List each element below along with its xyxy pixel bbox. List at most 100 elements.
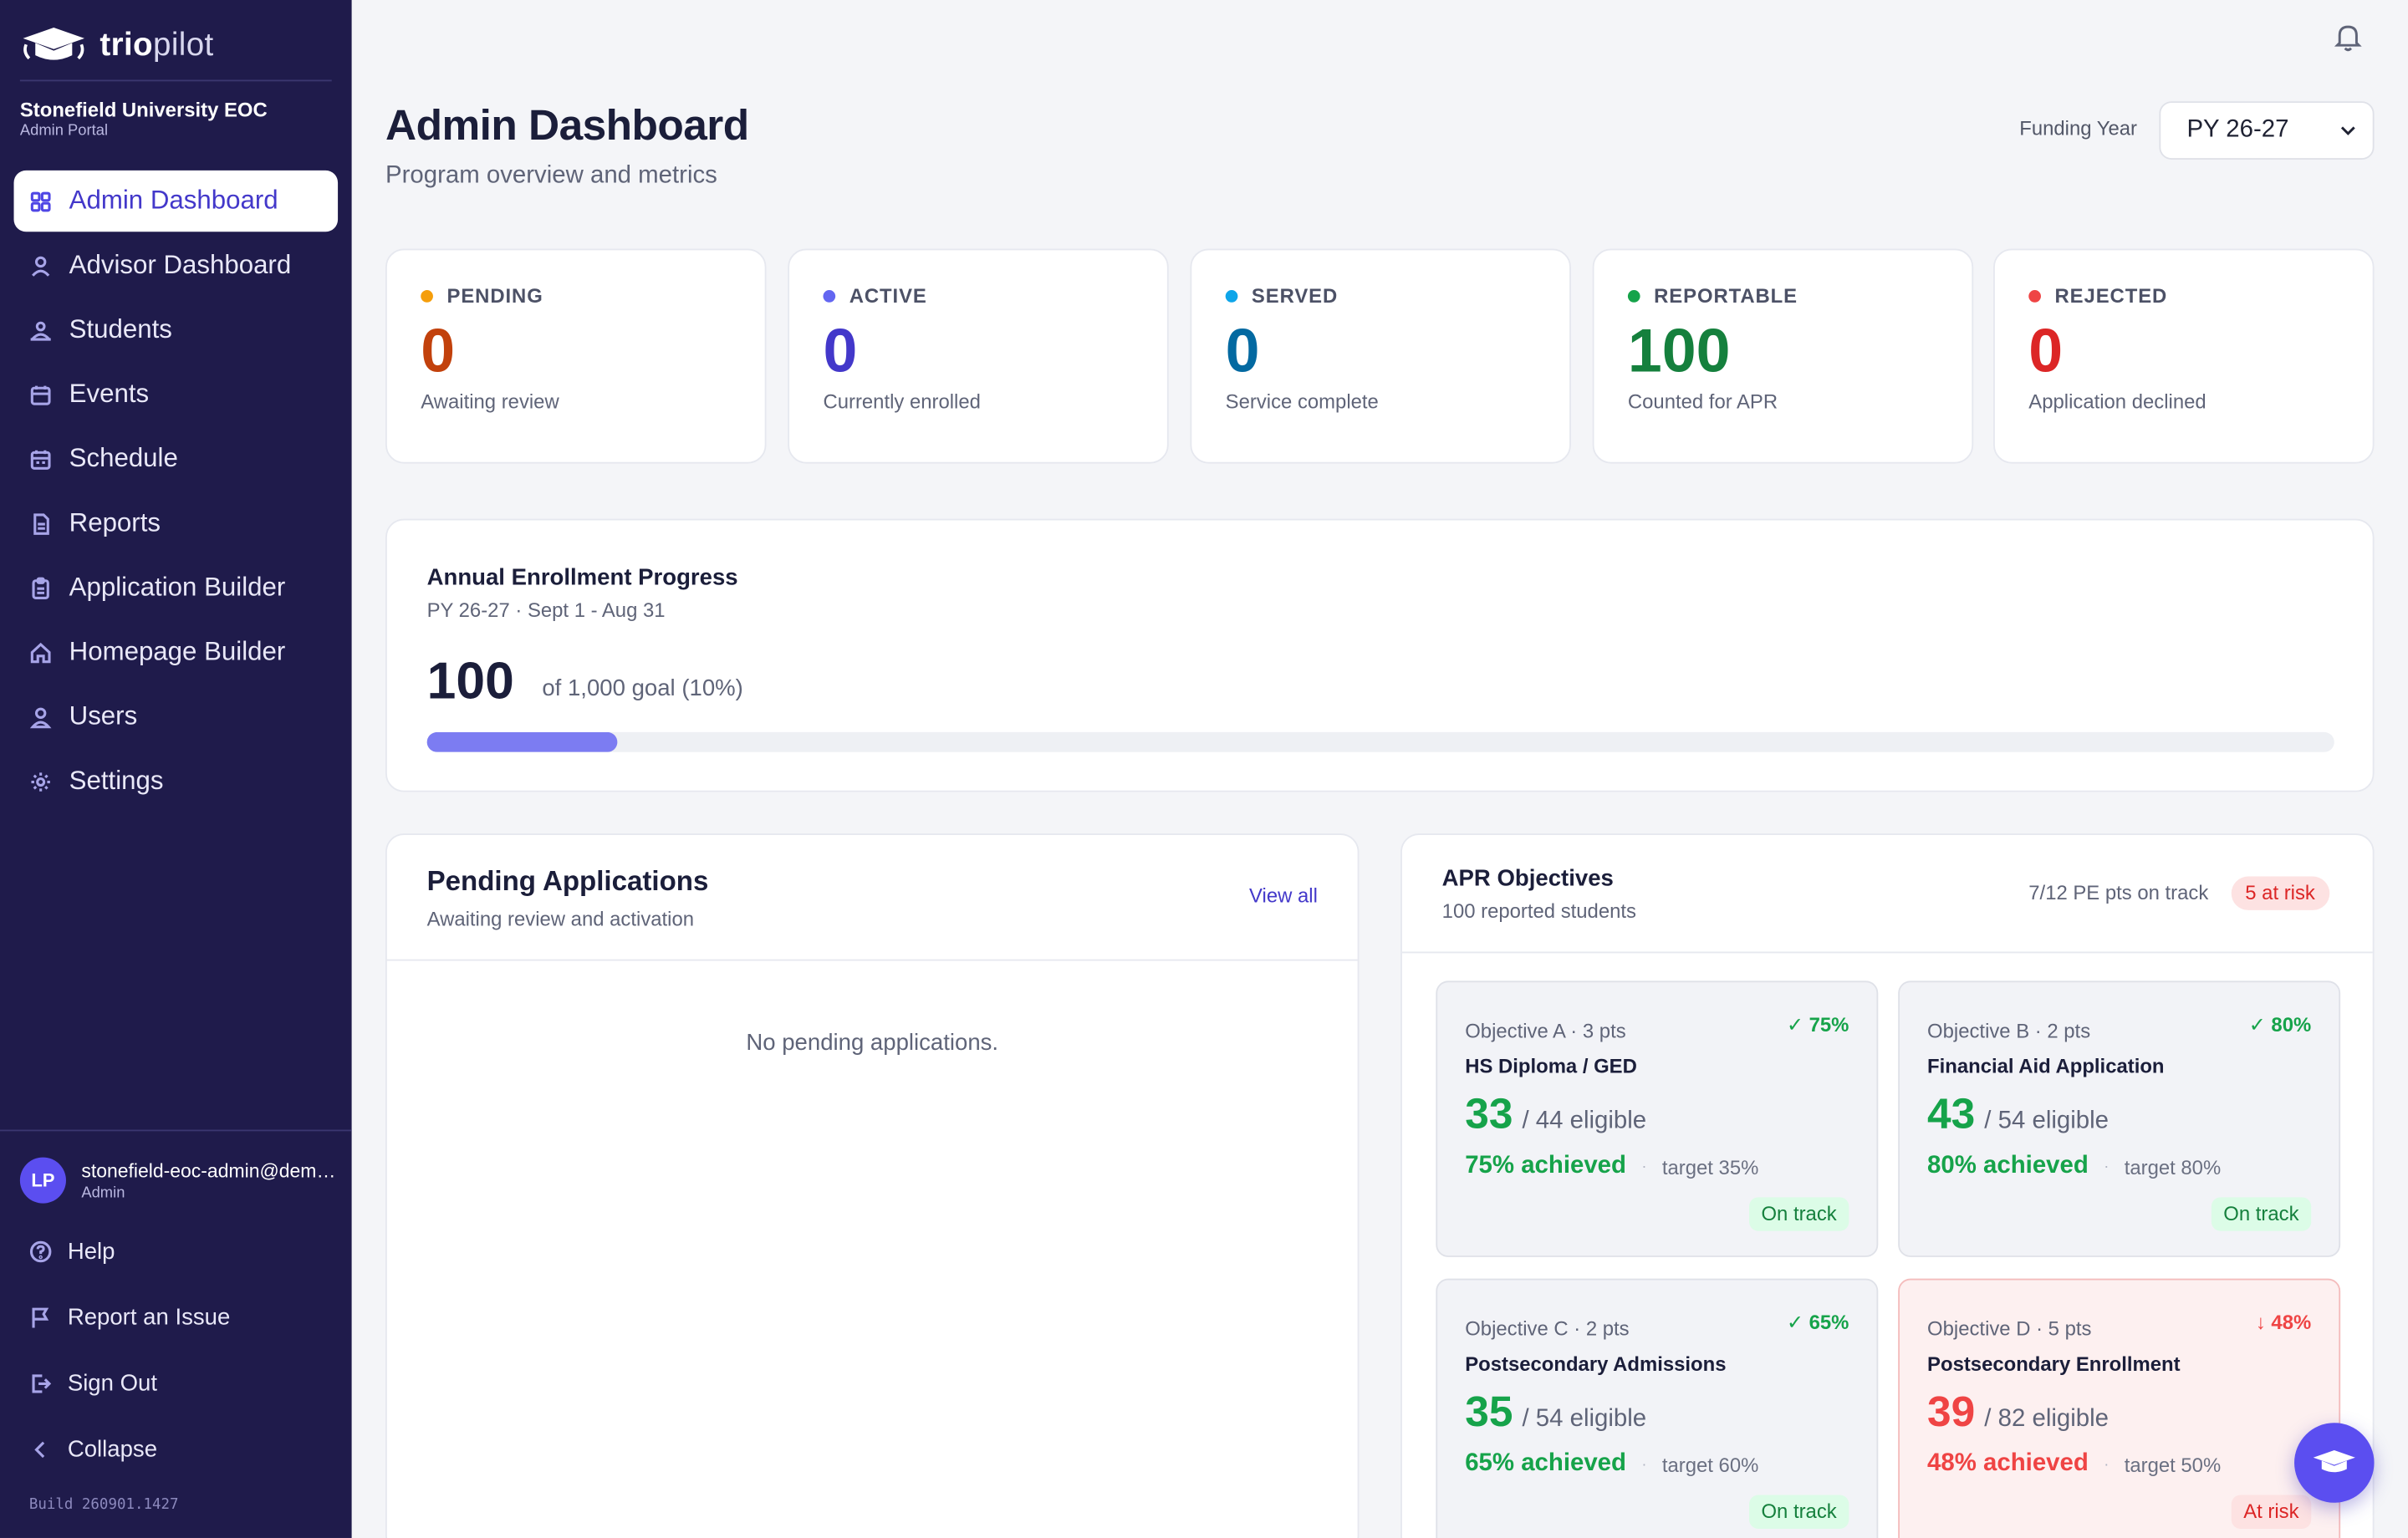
funding-year-value: PY 26-27 xyxy=(2186,116,2289,143)
stat-label: PENDING xyxy=(446,283,543,308)
sign-out-icon xyxy=(32,1374,52,1393)
grid-icon xyxy=(30,191,51,211)
assistant-fab-button[interactable] xyxy=(2294,1423,2375,1503)
empty-state: No pending applications. xyxy=(746,1030,999,1057)
card-subtitle: Awaiting review and activation xyxy=(426,907,695,930)
enrollment-progress-card: Annual Enrollment Progress PY 26-27 · Se… xyxy=(385,518,2375,792)
objective-card-b[interactable]: Objective B · 2 pts ✓ 80% Financial Aid … xyxy=(1898,980,2341,1257)
sign-out-label: Sign Out xyxy=(67,1370,158,1398)
help-link[interactable]: Help xyxy=(29,1239,115,1265)
collapse-button[interactable]: Collapse xyxy=(29,1437,157,1463)
objective-target: target 80% xyxy=(2124,1154,2222,1179)
objective-eligible: / 54 eligible xyxy=(1984,1108,2109,1135)
user-role: Admin xyxy=(81,1184,125,1201)
schedule-icon xyxy=(30,449,51,469)
at-risk-badge: 5 at risk xyxy=(2231,876,2329,910)
brand-name: triopilot xyxy=(99,28,214,64)
progress-bar xyxy=(426,731,2334,752)
stat-card-pending[interactable]: PENDING 0 Awaiting review xyxy=(385,248,767,464)
sidebar-item-advisor-dashboard[interactable]: Advisor Dashboard xyxy=(14,235,339,296)
users-icon xyxy=(29,706,52,728)
stat-description: Counted for APR xyxy=(1627,390,1778,413)
students-icon xyxy=(30,320,51,340)
objective-eligible: / 44 eligible xyxy=(1522,1108,1647,1135)
org-name: Stonefield University EOC xyxy=(19,98,268,122)
sidebar-item-label: Settings xyxy=(69,766,164,796)
chevron-left-icon xyxy=(34,1441,45,1459)
sidebar-item-application-builder[interactable]: Application Builder xyxy=(14,558,339,619)
objective-count: 39 xyxy=(1927,1388,1976,1435)
funding-year-select[interactable]: PY 26-27 xyxy=(2159,101,2375,160)
sidebar-item-schedule[interactable]: Schedule xyxy=(14,428,339,489)
graduation-cap-logo-icon xyxy=(23,28,85,60)
help-label: Help xyxy=(67,1238,115,1266)
sidebar-item-settings[interactable]: Settings xyxy=(14,751,339,812)
sign-out-link[interactable]: Sign Out xyxy=(29,1371,157,1397)
sidebar-item-label: Application Builder xyxy=(69,572,286,602)
stat-label: REJECTED xyxy=(2054,283,2168,308)
help-icon xyxy=(29,1240,52,1263)
card-title: Pending Applications xyxy=(426,865,709,897)
stat-card-active[interactable]: ACTIVE 0 Currently enrolled xyxy=(788,248,1169,464)
sidebar-item-label: Schedule xyxy=(69,443,178,473)
stat-value: 0 xyxy=(1225,318,1260,385)
objective-achieved: 75% achieved xyxy=(1465,1153,1626,1179)
status-badge: On track xyxy=(1748,1197,1849,1231)
objective-meta: Objective B · 2 pts xyxy=(1927,1019,2091,1042)
objective-card-a[interactable]: Objective A · 3 pts ✓ 75% HS Diploma / G… xyxy=(1436,980,1879,1257)
objective-achieved: 80% achieved xyxy=(1927,1153,2089,1179)
sidebar: triopilot Stonefield University EOC Admi… xyxy=(0,0,352,1538)
gear-icon xyxy=(31,772,50,791)
objective-card-c[interactable]: Objective C · 2 pts ✓ 65% Postsecondary … xyxy=(1436,1278,1879,1538)
sidebar-item-users[interactable]: Users xyxy=(14,686,339,747)
stat-value: 0 xyxy=(421,318,456,385)
separator-dot: · xyxy=(1641,1158,1647,1175)
divider xyxy=(0,1129,352,1132)
report-issue-link[interactable]: Report an Issue xyxy=(29,1305,230,1331)
stat-card-served[interactable]: SERVED 0 Service complete xyxy=(1190,248,1571,464)
chevron-down-icon xyxy=(2340,126,2355,135)
stat-value: 0 xyxy=(2028,318,2064,385)
objective-eligible: / 54 eligible xyxy=(1522,1406,1647,1433)
sidebar-item-admin-dashboard[interactable]: Admin Dashboard xyxy=(13,170,339,232)
objective-count: 33 xyxy=(1465,1089,1513,1138)
apr-objectives-card: APR Objectives 100 reported students 7/1… xyxy=(1400,833,2375,1538)
enrollment-goal: of 1,000 goal (10%) xyxy=(542,675,743,702)
sidebar-item-reports[interactable]: Reports xyxy=(14,492,339,553)
objective-name: Financial Aid Application xyxy=(1927,1054,2165,1078)
pending-applications-card: Pending Applications Awaiting review and… xyxy=(385,833,1360,1538)
report-issue-label: Report an Issue xyxy=(67,1304,231,1332)
separator-dot: · xyxy=(1641,1455,1647,1473)
avatar: LP xyxy=(19,1157,66,1204)
org-portal: Admin Portal xyxy=(19,122,109,140)
stat-description: Service complete xyxy=(1225,390,1379,413)
stat-label: ACTIVE xyxy=(849,283,927,308)
stat-card-rejected[interactable]: REJECTED 0 Application declined xyxy=(1993,248,2375,464)
sidebar-item-label: Events xyxy=(69,379,150,409)
sidebar-item-homepage-builder[interactable]: Homepage Builder xyxy=(14,622,339,683)
flag-icon xyxy=(32,1307,49,1328)
sidebar-item-label: Reports xyxy=(69,507,161,537)
objective-meta: Objective D · 5 pts xyxy=(1927,1316,2092,1341)
sidebar-item-students[interactable]: Students xyxy=(14,299,339,360)
sidebar-item-label: Users xyxy=(69,701,138,731)
stat-card-reportable[interactable]: REPORTABLE 100 Counted for APR xyxy=(1592,248,1974,464)
objective-card-d[interactable]: Objective D · 5 pts ↓ 48% Postsecondary … xyxy=(1898,1278,2341,1538)
objective-percent: ✓ 75% xyxy=(1786,1012,1849,1036)
brand-logo[interactable]: triopilot xyxy=(20,22,214,71)
user-profile[interactable]: LP stonefield-eoc-admin@demo.triopilot.c… xyxy=(19,1157,336,1204)
objective-percent: ✓ 65% xyxy=(1786,1311,1849,1334)
clipboard-icon xyxy=(32,576,49,599)
collapse-label: Collapse xyxy=(67,1436,158,1463)
user-email: stonefield-eoc-admin@demo.triopilot.com xyxy=(81,1159,336,1182)
calendar-icon xyxy=(30,384,51,405)
separator-dot: · xyxy=(2104,1158,2110,1175)
bell-icon[interactable] xyxy=(2331,20,2365,53)
view-all-link[interactable]: View all xyxy=(1249,884,1318,908)
divider xyxy=(386,959,1358,961)
stat-value: 100 xyxy=(1627,318,1731,385)
objective-target: target 50% xyxy=(2124,1453,2222,1476)
sidebar-item-label: Homepage Builder xyxy=(69,637,286,666)
progress-bar-fill xyxy=(426,731,618,752)
sidebar-item-events[interactable]: Events xyxy=(14,364,339,425)
